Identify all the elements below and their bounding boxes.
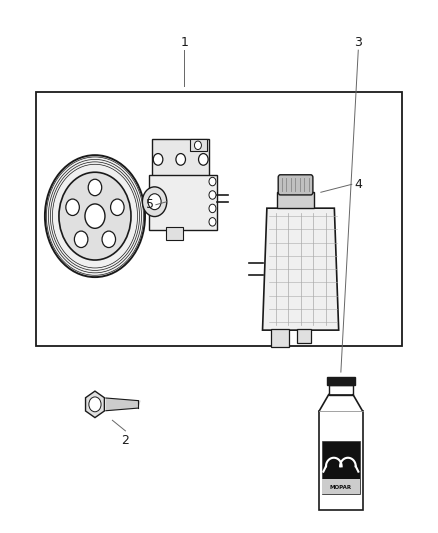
Circle shape <box>88 179 102 196</box>
Circle shape <box>153 154 163 165</box>
Bar <box>322 441 360 494</box>
Bar <box>190 139 207 151</box>
Circle shape <box>194 141 201 150</box>
Bar <box>327 377 355 385</box>
Circle shape <box>59 172 131 260</box>
Bar <box>36 92 402 346</box>
Circle shape <box>45 155 145 277</box>
Circle shape <box>209 191 216 199</box>
Circle shape <box>209 204 216 213</box>
Bar <box>277 192 314 208</box>
Circle shape <box>176 154 185 165</box>
FancyBboxPatch shape <box>278 175 313 195</box>
Text: MOPAR: MOPAR <box>330 485 352 490</box>
Circle shape <box>142 187 167 216</box>
Bar <box>149 174 217 230</box>
Bar <box>166 227 183 240</box>
Bar <box>322 479 360 494</box>
Polygon shape <box>85 391 104 418</box>
Bar <box>271 329 289 347</box>
Polygon shape <box>262 208 339 330</box>
Circle shape <box>198 154 208 165</box>
Bar <box>297 329 311 343</box>
Circle shape <box>102 231 116 247</box>
Circle shape <box>66 199 79 215</box>
Text: 1: 1 <box>180 36 188 49</box>
Circle shape <box>209 177 216 186</box>
Circle shape <box>209 217 216 226</box>
Polygon shape <box>106 398 141 411</box>
Polygon shape <box>319 394 363 411</box>
Circle shape <box>148 194 161 209</box>
Text: 5: 5 <box>146 198 154 211</box>
Text: 3: 3 <box>354 36 362 49</box>
Bar <box>328 385 353 394</box>
Circle shape <box>74 231 88 247</box>
Circle shape <box>110 199 124 215</box>
Text: 4: 4 <box>354 178 362 191</box>
Bar <box>319 411 363 511</box>
Bar <box>152 139 209 180</box>
Circle shape <box>89 397 101 412</box>
Circle shape <box>85 204 105 228</box>
Text: 2: 2 <box>121 433 129 447</box>
